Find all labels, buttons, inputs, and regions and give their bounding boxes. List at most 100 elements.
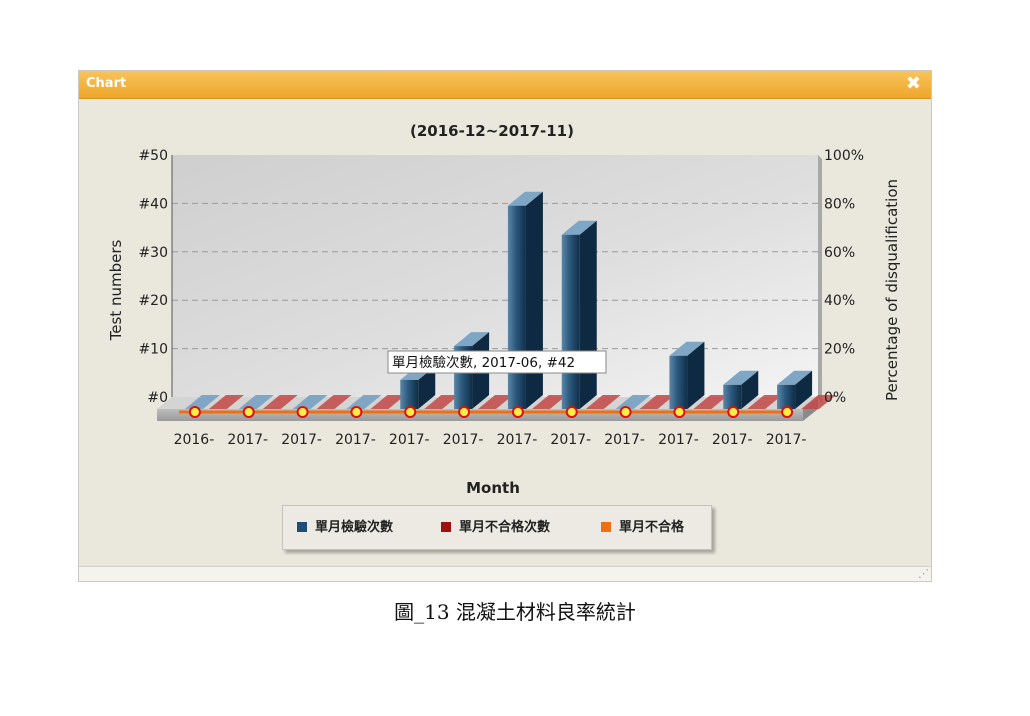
grid-lines	[172, 202, 818, 350]
legend: 單月檢驗次數 單月不合格次數 單月不合格	[282, 505, 712, 550]
bar-side	[579, 220, 597, 409]
line-series	[178, 406, 794, 418]
bar2-top	[693, 395, 729, 409]
bar2-top	[639, 395, 675, 409]
bar-top	[507, 191, 543, 206]
window-titlebar[interactable]: Chart ✖	[79, 71, 931, 99]
bar-front	[507, 205, 526, 409]
bar	[346, 395, 406, 409]
bar	[238, 395, 298, 409]
fail-rate-point	[458, 406, 471, 418]
bar-side	[418, 365, 436, 409]
bar	[669, 341, 729, 409]
bar	[777, 370, 837, 409]
horizontal-scrollbar[interactable]: ⋰	[79, 566, 931, 581]
bar-top	[777, 370, 813, 385]
fail-rate-point	[619, 406, 632, 418]
bar-front	[777, 384, 796, 409]
bar-top	[292, 395, 328, 409]
bar2-top	[585, 395, 621, 409]
chart-title: (2016-12~2017-11)	[410, 122, 574, 140]
y2-tick-label: 20%	[824, 342, 855, 358]
fail-rate-point	[188, 406, 201, 418]
bar-top	[346, 395, 382, 409]
legend-swatch	[441, 522, 451, 532]
y2-tick-label: 0%	[824, 390, 846, 406]
x-tick-label: 2017-	[281, 432, 322, 448]
bar-top	[454, 332, 490, 347]
bar2-top	[424, 395, 460, 409]
tooltip-text: 單月檢驗次數, 2017-06, #42	[392, 354, 575, 371]
tooltip: 單月檢驗次數, 2017-06, #42	[387, 350, 607, 374]
bar-top	[615, 395, 651, 409]
fail-rate-point	[673, 406, 686, 418]
legend-item-tests[interactable]: 單月檢驗次數	[297, 516, 393, 535]
x-tick-label: 2017-	[712, 432, 753, 448]
bar	[615, 395, 675, 409]
fail-rate-point	[565, 406, 578, 418]
bar2-top	[370, 395, 406, 409]
x-tick-label: 2017-	[443, 432, 484, 448]
x-tick-label: 2016-	[174, 432, 215, 448]
x-tick-label: 2017-	[335, 432, 376, 448]
y-tick-label: #30	[138, 245, 168, 261]
bar-top	[238, 395, 274, 409]
bar-side	[741, 370, 759, 409]
x-tick-label: 2017-	[550, 432, 591, 448]
y-tick-label: #10	[138, 342, 168, 358]
window-title: Chart	[86, 76, 127, 91]
close-icon[interactable]: ✖	[905, 73, 921, 94]
fail-rate-point	[781, 406, 794, 418]
bar	[292, 395, 352, 409]
bar-top	[561, 220, 597, 235]
bar2-top	[531, 395, 567, 409]
x-axis-label: Month	[466, 479, 520, 497]
bar	[184, 395, 244, 409]
bar2-top	[208, 395, 244, 409]
x-tick-label: 2017-	[658, 432, 699, 448]
x-tick-label: 2017-	[604, 432, 645, 448]
bar-side	[687, 341, 705, 409]
bar-top	[669, 341, 705, 356]
bar-top	[184, 395, 220, 409]
y-tick-label: #20	[138, 293, 168, 309]
x-tick-label: 2017-	[766, 432, 807, 448]
bar	[723, 370, 783, 409]
axes: #0 0% #10 20% #20 40% #30 60% #40 80% #50 100% 2016-…	[138, 148, 864, 448]
fail-rate-point	[727, 406, 740, 418]
fail-rate-point	[296, 406, 309, 418]
x-tick-label: 2017-	[497, 432, 538, 448]
bar-top	[723, 370, 759, 385]
bar-front	[669, 355, 688, 409]
legend-swatch	[601, 522, 611, 532]
bar2-top	[801, 395, 837, 409]
bar2-top	[316, 395, 352, 409]
figure-caption: 圖_13 混凝土材料良率統計	[394, 600, 636, 624]
fail-rate-point	[242, 406, 255, 418]
x-tick-label: 2017-	[389, 432, 430, 448]
y-tick-label: #50	[138, 148, 168, 164]
y-tick-label: #40	[138, 196, 168, 212]
bar2-top	[262, 395, 298, 409]
y2-tick-label: 60%	[824, 245, 855, 261]
bar-front	[561, 234, 580, 409]
bar2-top	[747, 395, 783, 409]
y2-tick-label: 100%	[824, 148, 864, 164]
resize-grip-icon[interactable]: ⋰	[918, 567, 929, 580]
legend-item-fail-rate[interactable]: 單月不合格	[601, 516, 684, 535]
x-tick-label: 2017-	[227, 432, 268, 448]
bar-front	[723, 384, 742, 409]
y-tick-label: #0	[147, 390, 168, 406]
y2-axis-label: Percentage of disqualification	[883, 179, 901, 401]
legend-swatch	[297, 522, 307, 532]
bar-side	[525, 191, 543, 409]
legend-item-failures[interactable]: 單月不合格次數	[441, 516, 550, 535]
bar2-top	[478, 395, 514, 409]
bar-front	[400, 379, 419, 409]
bar-side	[795, 370, 813, 409]
fail-rate-point	[404, 406, 417, 418]
y2-tick-label: 40%	[824, 293, 855, 309]
y2-tick-label: 80%	[824, 196, 855, 212]
fail-rate-point	[511, 406, 524, 418]
